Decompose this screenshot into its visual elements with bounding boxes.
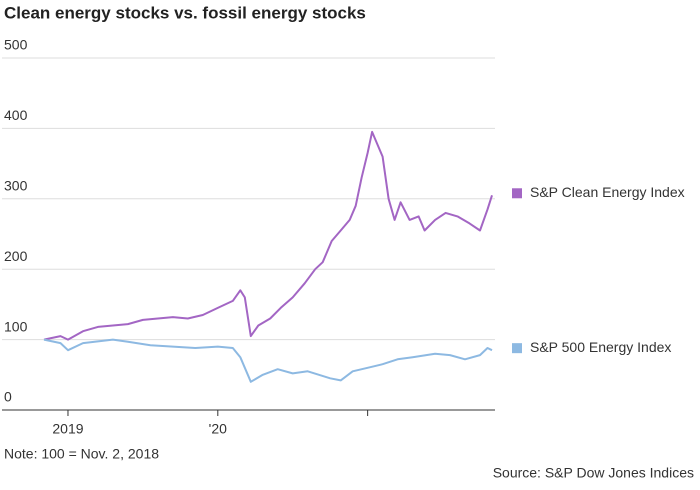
x-tick-label: '20 xyxy=(209,421,227,437)
y-tick-label: 300 xyxy=(4,178,28,194)
legend-label: S&P 500 Energy Index xyxy=(530,339,671,355)
note: Note: 100 = Nov. 2, 2018 xyxy=(4,446,159,462)
source: Source: S&P Dow Jones Indices xyxy=(493,465,694,481)
y-tick-label: 500 xyxy=(4,37,28,53)
legend-swatch xyxy=(512,188,522,199)
series-line xyxy=(43,130,493,341)
legend-swatch xyxy=(512,343,522,354)
chart-title: Clean energy stocks vs. fossil energy st… xyxy=(4,3,366,22)
y-tick-label: 400 xyxy=(4,107,28,123)
x-tick-label: 2019 xyxy=(52,421,83,437)
y-tick-label: 0 xyxy=(4,389,12,405)
y-tick-label: 100 xyxy=(4,318,28,334)
series-line xyxy=(43,338,493,383)
legend-label: S&P Clean Energy Index xyxy=(530,184,685,200)
y-tick-label: 200 xyxy=(4,248,28,264)
